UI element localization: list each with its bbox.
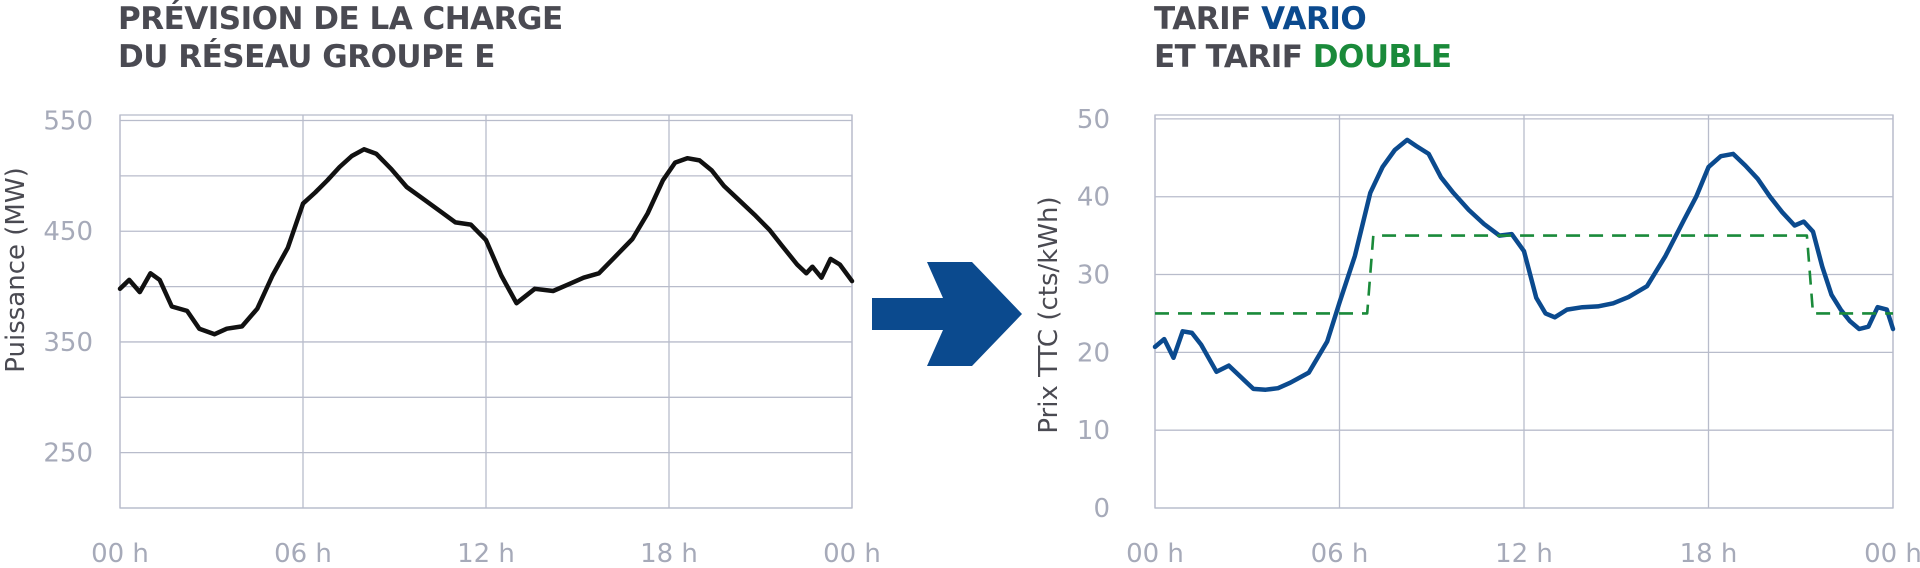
- y-axis-label: Prix TTC (cts/kWh): [1034, 196, 1064, 433]
- y-tick-label: 50: [1077, 105, 1110, 135]
- y-tick-label: 250: [43, 439, 93, 469]
- plot-frame: [119, 114, 853, 509]
- y-tick-label: 450: [43, 217, 93, 247]
- y-tick-label: 30: [1077, 261, 1110, 291]
- y-tick-label: 20: [1077, 338, 1110, 368]
- x-tick-label: 12 h: [457, 539, 515, 568]
- series-line-load: [117, 147, 855, 337]
- series-line-vario: [1152, 137, 1896, 392]
- x-tick-label: 06 h: [1311, 539, 1369, 568]
- title-line-1: TARIF VARIO: [1154, 0, 1452, 38]
- x-tick-label: 00 h: [1126, 539, 1184, 568]
- x-tick-label: 00 h: [91, 539, 149, 568]
- series-line-double: [1155, 234, 1893, 315]
- title-prefix-et-tarif: ET TARIF: [1154, 39, 1313, 75]
- y-tick-label: 550: [43, 107, 93, 137]
- chart-title-tariffs: TARIF VARIO ET TARIF DOUBLE: [1154, 0, 1452, 76]
- y-tick-label: 350: [43, 328, 93, 358]
- x-tick-label: 00 h: [1864, 539, 1920, 568]
- title-line-2: ET TARIF DOUBLE: [1154, 38, 1452, 76]
- title-highlight-double: DOUBLE: [1312, 39, 1452, 75]
- x-tick-label: 18 h: [640, 539, 698, 568]
- x-tick-label: 12 h: [1495, 539, 1553, 568]
- chart-load: 00 h 06 h 12 h 18 h 00 h 250 350 450 550 Puissanc…: [1, 107, 881, 568]
- chart-price: 00 h 06 h 12 h 18 h 00 h 0 10 20 30 40 50 Prix TTC …: [1034, 105, 1920, 568]
- x-tick-label: 00 h: [823, 539, 881, 568]
- chart-title-load-forecast: PRÉVISION DE LA CHARGE DU RÉSEAU GROUPE …: [118, 0, 563, 76]
- y-tick-label: 0: [1093, 494, 1110, 524]
- title-line-2: DU RÉSEAU GROUPE E: [118, 39, 495, 75]
- x-tick-label: 06 h: [274, 539, 332, 568]
- y-axis-label: Puissance (MW): [1, 167, 31, 372]
- y-tick-label: 40: [1077, 183, 1110, 213]
- title-line-1: PRÉVISION DE LA CHARGE: [118, 1, 563, 37]
- x-tick-label: 18 h: [1680, 539, 1738, 568]
- title-highlight-vario: VARIO: [1261, 1, 1367, 37]
- plot-frame: [1154, 114, 1894, 509]
- title-prefix-tarif: TARIF: [1154, 1, 1262, 37]
- y-tick-label: 10: [1077, 416, 1110, 446]
- arrow-right-icon: [872, 262, 1022, 366]
